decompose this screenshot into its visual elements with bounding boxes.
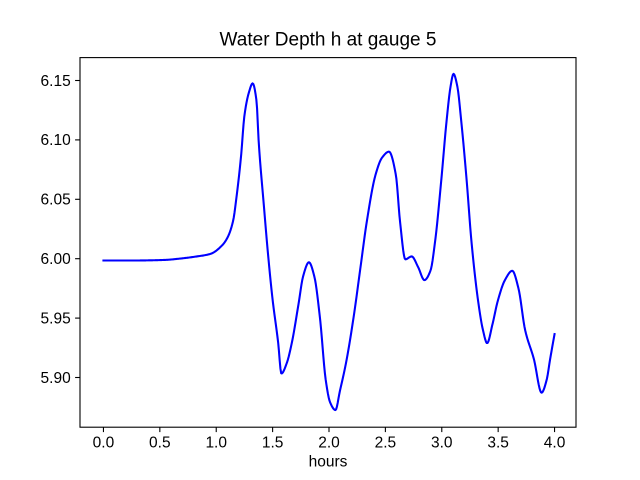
svg-text:3.5: 3.5	[487, 435, 509, 452]
svg-text:Water Depth h at gauge 5: Water Depth h at gauge 5	[220, 29, 437, 50]
svg-text:6.05: 6.05	[41, 192, 71, 209]
svg-text:4.0: 4.0	[544, 435, 566, 452]
svg-text:6.00: 6.00	[41, 251, 72, 268]
svg-text:0.5: 0.5	[149, 435, 171, 452]
svg-text:5.90: 5.90	[41, 370, 72, 387]
svg-text:2.0: 2.0	[318, 435, 340, 452]
svg-text:hours: hours	[309, 453, 348, 470]
svg-text:1.0: 1.0	[205, 435, 227, 452]
svg-text:6.10: 6.10	[41, 132, 72, 149]
svg-text:2.5: 2.5	[375, 435, 397, 452]
svg-text:5.95: 5.95	[41, 310, 71, 327]
svg-text:6.15: 6.15	[41, 73, 71, 90]
svg-text:0.0: 0.0	[93, 435, 115, 452]
svg-text:1.5: 1.5	[262, 435, 284, 452]
svg-text:3.0: 3.0	[431, 435, 453, 452]
